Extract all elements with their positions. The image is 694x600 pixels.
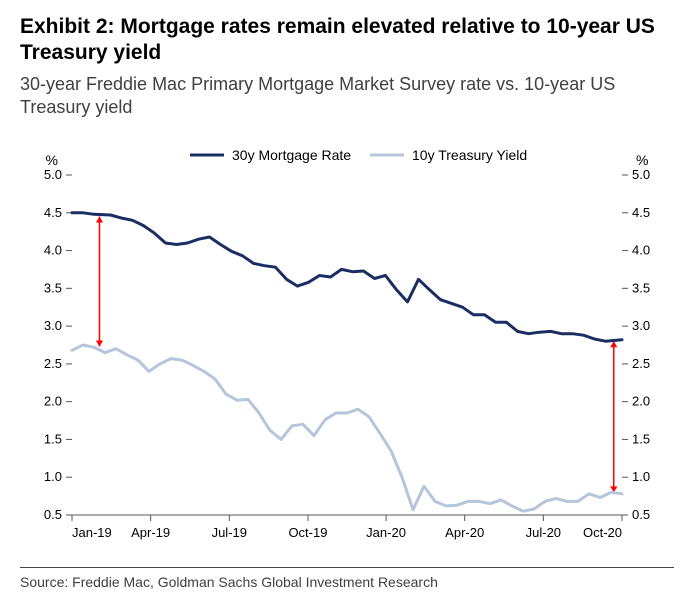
divider — [20, 567, 674, 568]
y-tick-label-right: 0.5 — [632, 507, 650, 522]
y-tick-label-right: 2.5 — [632, 355, 650, 370]
y-tick-label-left: 1.0 — [44, 469, 62, 484]
y-unit-left: % — [46, 152, 58, 168]
y-tick-label-left: 4.5 — [44, 204, 62, 219]
y-tick-label-right: 2.0 — [632, 393, 650, 408]
y-tick-label-right: 5.0 — [632, 167, 650, 182]
line-chart-svg: 30y Mortgage Rate 10y Treasury Yield 0.5 0.… — [20, 133, 674, 553]
y-tick-label-left: 2.0 — [44, 393, 62, 408]
y-tick-label-right: 3.0 — [632, 318, 650, 333]
y-tick-label-right: 3.5 — [632, 280, 650, 295]
y-tick-label-left: 5.0 — [44, 167, 62, 182]
source-line: Source: Freddie Mac, Goldman Sachs Globa… — [20, 574, 674, 590]
y-tick-label-left: 1.5 — [44, 431, 62, 446]
x-tick-label: Jan-19 — [72, 525, 112, 540]
y-tick-label-left: 4.0 — [44, 242, 62, 257]
legend-label: 10y Treasury Yield — [412, 147, 527, 163]
chart-area: 30y Mortgage Rate 10y Treasury Yield 0.5 0.… — [20, 133, 674, 553]
y-tick-label-right: 4.0 — [632, 242, 650, 257]
x-tick-label: Apr-19 — [131, 525, 170, 540]
series-line — [72, 345, 622, 511]
x-tick-label: Jul-19 — [212, 525, 247, 540]
y-tick-label-right: 4.5 — [632, 204, 650, 219]
chart-title: Exhibit 2: Mortgage rates remain elevate… — [20, 14, 674, 67]
legend-label: 30y Mortgage Rate — [232, 147, 351, 163]
chart-subtitle: 30-year Freddie Mac Primary Mortgage Mar… — [20, 73, 674, 119]
y-tick-label-left: 2.5 — [44, 355, 62, 370]
x-tick-label: Jul-20 — [526, 525, 561, 540]
y-tick-label-left: 0.5 — [44, 507, 62, 522]
x-tick-label: Oct-20 — [583, 525, 622, 540]
y-tick-label-right: 1.0 — [632, 469, 650, 484]
y-tick-label-left: 3.0 — [44, 318, 62, 333]
x-tick-label: Oct-19 — [288, 525, 327, 540]
y-unit-right: % — [636, 152, 648, 168]
y-tick-label-left: 3.5 — [44, 280, 62, 295]
series-line — [72, 212, 622, 340]
x-tick-label: Jan-20 — [366, 525, 406, 540]
y-tick-label-right: 1.5 — [632, 431, 650, 446]
x-tick-label: Apr-20 — [445, 525, 484, 540]
